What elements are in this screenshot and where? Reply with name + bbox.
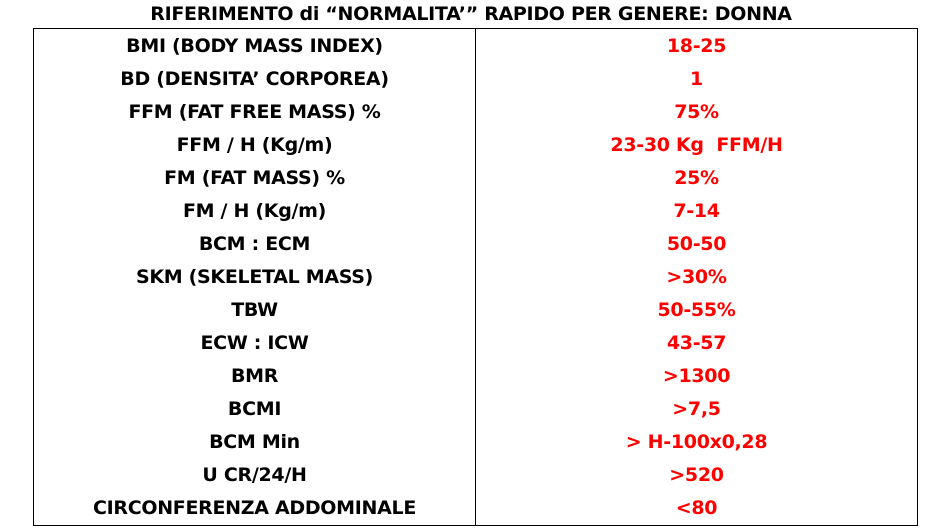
value-cell: >30% [666, 265, 727, 288]
value-cell: 23-30 Kg FFM/H [610, 133, 783, 156]
value-cell: 18-25 [666, 34, 727, 57]
value-cell: 50-50 [666, 232, 727, 255]
value-cell: 43-57 [666, 332, 727, 355]
value-cell: > H-100x0,28 [625, 431, 768, 454]
table-row: FFM (FAT FREE MASS) % 75% [33, 95, 918, 129]
table-row: TBW 50-55% [33, 293, 918, 327]
table-row: BCM Min > H-100x0,28 [33, 425, 918, 459]
value-cell: >1300 [662, 365, 731, 388]
parameter-cell: FM (FAT MASS) % [33, 161, 476, 195]
parameter-cell: BD (DENSITA’ CORPOREA) [33, 62, 476, 96]
parameter-cell: TBW [33, 293, 476, 327]
table-row: FFM / H (Kg/m) 23-30 Kg FFM/H [33, 128, 918, 162]
reference-table-body: BMI (BODY MASS INDEX) 18-25 BD (DENSITA’… [33, 28, 918, 526]
parameter-cell: U CR/24/H [33, 458, 476, 492]
value-cell: >520 [669, 464, 724, 487]
parameter-cell: SKM (SKELETAL MASS) [33, 260, 476, 294]
table-row: BCM : ECM 50-50 [33, 227, 918, 261]
parameter-cell: FFM (FAT FREE MASS) % [33, 95, 476, 129]
parameter-cell: CIRCONFERENZA ADDOMINALE [33, 491, 476, 526]
reference-table: BMI (BODY MASS INDEX) 18-25 BD (DENSITA’… [33, 28, 918, 526]
table-row: BD (DENSITA’ CORPOREA) 1 [33, 62, 918, 96]
parameter-cell: BMR [33, 359, 476, 393]
table-row: BCMI >7,5 [33, 392, 918, 426]
table-row: U CR/24/H >520 [33, 458, 918, 492]
value-cell: 7-14 [673, 199, 720, 222]
table-row: SKM (SKELETAL MASS) >30% [33, 260, 918, 294]
value-cell: >7,5 [672, 398, 721, 421]
parameter-cell: BMI (BODY MASS INDEX) [33, 28, 476, 63]
table-row: FM (FAT MASS) % 25% [33, 161, 918, 195]
parameter-cell: BCMI [33, 392, 476, 426]
parameter-cell: FFM / H (Kg/m) [33, 128, 476, 162]
value-cell: 75% [674, 100, 719, 123]
value-cell: 1 [690, 67, 703, 90]
parameter-cell: BCM Min [33, 425, 476, 459]
table-row: BMR >1300 [33, 359, 918, 393]
parameter-cell: FM / H (Kg/m) [33, 194, 476, 228]
parameter-cell: BCM : ECM [33, 227, 476, 261]
table-row: CIRCONFERENZA ADDOMINALE <80 [33, 491, 918, 526]
table-title: RIFERIMENTO di “NORMALITA’” RAPIDO PER G… [150, 3, 792, 25]
table-row: ECW : ICW 43-57 [33, 326, 918, 360]
table-row: BMI (BODY MASS INDEX) 18-25 [33, 28, 918, 63]
parameter-cell: ECW : ICW [33, 326, 476, 360]
value-cell: 50-55% [657, 299, 736, 322]
value-cell: 25% [674, 166, 719, 189]
table-row: FM / H (Kg/m) 7-14 [33, 194, 918, 228]
value-cell: <80 [675, 497, 718, 520]
